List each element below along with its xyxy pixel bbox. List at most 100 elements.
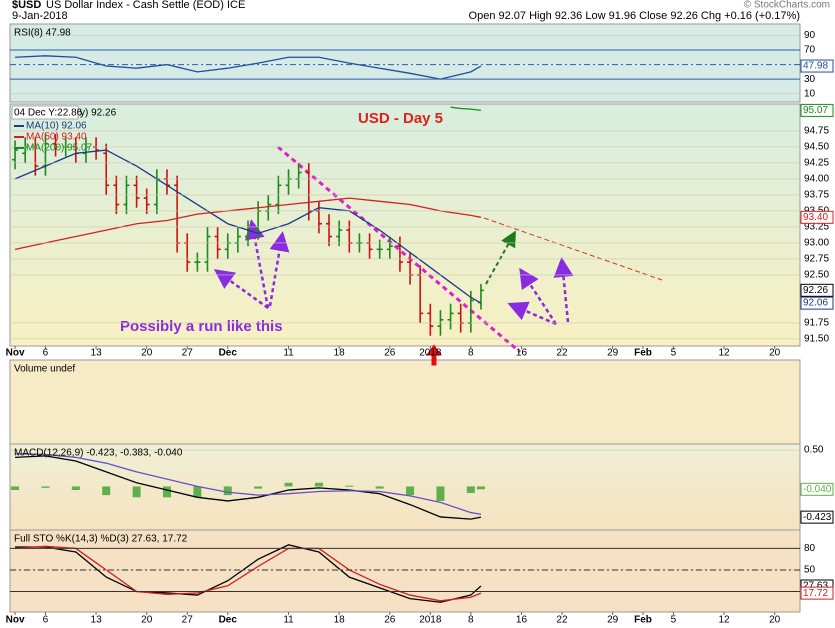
x-tick-label: 20	[141, 348, 153, 359]
plot	[11, 453, 485, 520]
series-line	[15, 453, 482, 515]
x-tick-label: 6	[43, 348, 49, 359]
trend-line	[277, 145, 521, 354]
y-tick-label: 80	[804, 543, 816, 554]
series-line	[14, 149, 482, 304]
x-tick-label: 20	[141, 615, 153, 626]
x-tick-label: 20	[769, 348, 781, 359]
macd-panel	[9, 443, 801, 531]
value-badge-label: 47.98	[803, 61, 828, 72]
volume-panel	[9, 359, 801, 445]
annotation: USD - Day 5	[358, 110, 443, 127]
panel-title: Full STO %K(14,3) %D(3) 27.63, 17.72	[14, 534, 188, 545]
annotation: Possibly a run like this	[120, 318, 283, 335]
panel-title: MACD(12,26,9) -0.423, -0.383, -0.040	[14, 448, 183, 459]
y-tick-label: 90	[804, 30, 816, 41]
histogram-bar	[284, 482, 293, 487]
y-tick-label: 91.50	[804, 334, 829, 345]
x-tick-label: 18	[334, 615, 346, 626]
date: 9-Jan-2018	[12, 10, 68, 22]
x-tick-label: Nov	[6, 348, 25, 359]
x-tick-label: 26	[384, 348, 396, 359]
value-badge	[800, 283, 834, 297]
arrow	[244, 219, 270, 309]
x-tick-label: 6	[43, 615, 49, 626]
histogram-bar	[436, 486, 445, 501]
panel-title: y) 92.26	[80, 108, 117, 119]
series-line	[450, 106, 482, 112]
y-tick-label: 94.75	[804, 126, 829, 137]
histogram-bar	[102, 486, 111, 496]
plot	[15, 544, 482, 603]
credit: © StockCharts.com	[744, 0, 830, 11]
x-tick-label: 16	[516, 348, 528, 359]
x-tick-label: 18	[334, 348, 346, 359]
x-tick-label: 11	[283, 615, 294, 626]
arrow	[507, 301, 557, 326]
arrow	[519, 267, 558, 325]
x-tick-label: 2018	[419, 615, 442, 626]
x-tick-label: 27	[182, 348, 194, 359]
x-tick-label: 12	[718, 348, 730, 359]
series-line	[15, 545, 482, 602]
y-tick-label: 70	[804, 45, 816, 56]
x-tick-label: Nov	[6, 615, 25, 626]
histogram-bar	[41, 486, 50, 488]
quote: Open 92.07 High 92.36 Low 91.96 Close 92…	[469, 10, 800, 22]
x-tick-label: 13	[91, 348, 103, 359]
y-tick-label: 92.75	[804, 254, 829, 265]
x-tick-label: 5	[671, 348, 677, 359]
price-panel	[9, 103, 801, 347]
x-tick-label: 22	[556, 348, 568, 359]
x-tick-label: 2018	[419, 348, 442, 359]
plot	[15, 55, 482, 80]
panel-title: Volume undef	[14, 364, 75, 375]
series-line	[15, 544, 482, 603]
x-tick-label: 8	[468, 348, 474, 359]
y-tick-label: 93.75	[804, 190, 829, 201]
histogram-bar	[406, 486, 415, 496]
legend-label: MA(200) 95.07	[26, 143, 93, 154]
x-tick-label: 22	[556, 615, 568, 626]
y-tick-label: 94.25	[804, 158, 829, 169]
y-tick-label: 30	[804, 74, 816, 85]
series-line	[14, 197, 482, 250]
x-tick-label: 12	[718, 615, 730, 626]
value-badge-label: -0.040	[803, 484, 832, 495]
value-badge-label: 93.40	[803, 212, 828, 223]
series-line	[15, 455, 482, 520]
histogram-bar	[11, 486, 20, 491]
histogram-bar	[223, 486, 232, 496]
tooltip: 04 Dec Y:22.86	[14, 108, 83, 119]
symbol-name: US Dollar Index - Cash Settle (EOD) ICE	[46, 0, 245, 11]
value-badge-label: 95.07	[803, 105, 828, 116]
x-tick-label: Feb	[634, 615, 652, 626]
x-tick-label: Dec	[219, 348, 238, 359]
arrow	[553, 257, 574, 323]
value-badge	[800, 586, 834, 600]
value-badge	[800, 296, 834, 310]
y-tick-label: 50	[804, 565, 816, 576]
histogram-bar	[466, 486, 475, 493]
y-tick-label: 92.50	[804, 270, 829, 281]
histogram-bar	[132, 486, 141, 498]
histogram-bar	[71, 486, 80, 491]
histogram-bar	[254, 486, 263, 489]
series-line	[15, 55, 482, 80]
legend-label: MA(10) 92.06	[26, 121, 87, 132]
y-tick-label: 93.00	[804, 238, 829, 249]
y-tick-label: 93.25	[804, 222, 829, 233]
x-tick-label: Feb	[634, 348, 652, 359]
histogram-bar	[314, 482, 323, 487]
value-badge	[800, 482, 834, 496]
x-tick-label: 20	[769, 615, 781, 626]
arrow	[268, 231, 290, 307]
x-tick-label: 27	[182, 615, 194, 626]
y-tick-label: 10	[804, 88, 816, 99]
value-badge	[800, 59, 834, 73]
tooltip-box	[11, 105, 79, 120]
histogram-bar	[162, 486, 171, 498]
x-tick-label: 29	[607, 348, 619, 359]
x-tick-label: 26	[384, 615, 396, 626]
